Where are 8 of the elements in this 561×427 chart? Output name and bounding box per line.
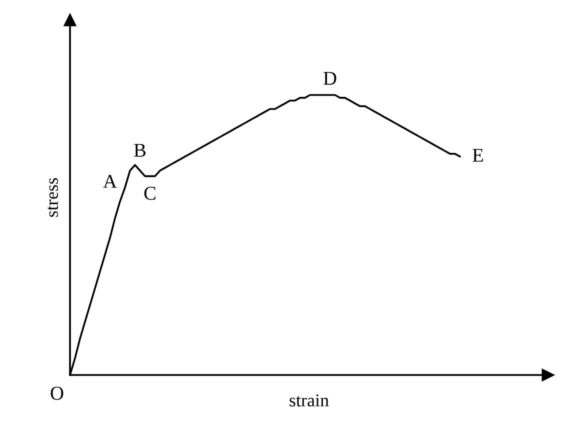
text: E xyxy=(472,148,483,162)
text: O xyxy=(50,386,64,400)
text: D xyxy=(324,72,336,85)
annotation: B xyxy=(134,144,146,157)
x-axis-title: strain xyxy=(290,394,329,406)
y-axis-title: stress xyxy=(48,178,58,217)
annotation: A xyxy=(103,174,117,188)
annotation: C xyxy=(144,186,156,200)
